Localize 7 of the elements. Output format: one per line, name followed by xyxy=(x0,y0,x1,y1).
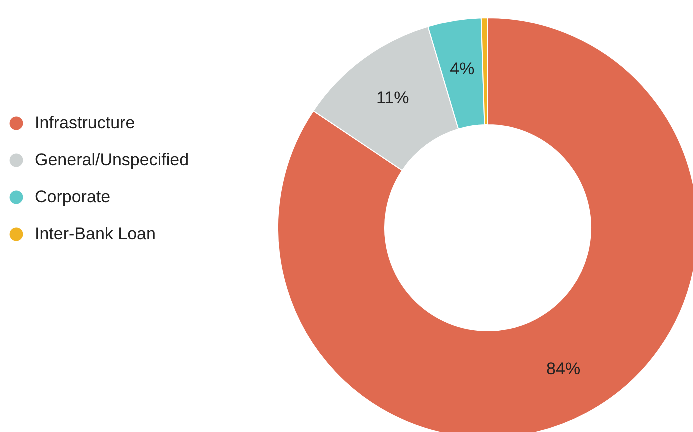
data-label: 84% xyxy=(546,360,581,379)
legend-label: General/Unspecified xyxy=(35,150,190,170)
legend-label: Corporate xyxy=(35,188,111,206)
data-label: 11% xyxy=(376,88,410,108)
legend-label: Inter-Bank Loan xyxy=(35,224,156,244)
data-label: 4% xyxy=(450,60,475,79)
legend-label: Infrastructure xyxy=(35,114,136,132)
